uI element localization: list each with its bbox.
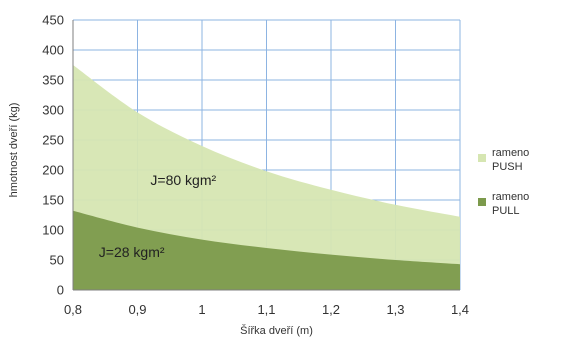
annotation-label: J=80 kgm² xyxy=(150,172,216,188)
axes xyxy=(72,20,460,291)
y-axis-label: hmotnost dveří (kg) xyxy=(8,103,20,198)
y-tick-label: 400 xyxy=(42,43,64,58)
annotation-label: J=28 kgm² xyxy=(99,244,165,260)
x-tick-label: 1 xyxy=(198,302,205,317)
legend-swatch xyxy=(478,154,486,162)
x-tick-labels: 0,8 0,9 1 1,1 1,2 1,3 1,4 xyxy=(64,302,469,317)
legend-label: PULL xyxy=(492,205,520,217)
annotations: J=80 kgm² J=28 kgm² xyxy=(99,172,217,260)
y-tick-label: 350 xyxy=(42,73,64,88)
x-tick-label: 1,4 xyxy=(451,302,469,317)
area-series-1 xyxy=(73,210,460,290)
y-tick-label: 0 xyxy=(57,283,64,298)
x-tick-label: 1,2 xyxy=(322,302,340,317)
legend: rameno PUSH rameno PULL xyxy=(478,147,529,217)
y-tick-label: 50 xyxy=(50,253,64,268)
y-tick-label: 450 xyxy=(42,13,64,28)
area-series-0 xyxy=(73,65,460,290)
y-tick-label: 250 xyxy=(42,133,64,148)
x-tick-label: 0,9 xyxy=(128,302,146,317)
x-axis-label: Šířka dveří (m) xyxy=(240,324,313,337)
y-tick-label: 150 xyxy=(42,193,64,208)
legend-swatch xyxy=(478,198,486,206)
x-tick-label: 1,3 xyxy=(386,302,404,317)
chart-areas xyxy=(73,65,460,290)
legend-label: rameno xyxy=(492,191,529,203)
y-tick-labels: 0 50 100 150 200 250 300 350 400 450 xyxy=(42,13,64,298)
y-tick-label: 300 xyxy=(42,103,64,118)
legend-label: PUSH xyxy=(492,161,523,173)
y-tick-label: 200 xyxy=(42,163,64,178)
x-tick-label: 1,1 xyxy=(257,302,275,317)
x-tick-label: 0,8 xyxy=(64,302,82,317)
y-tick-label: 100 xyxy=(42,223,64,238)
legend-label: rameno xyxy=(492,147,529,159)
